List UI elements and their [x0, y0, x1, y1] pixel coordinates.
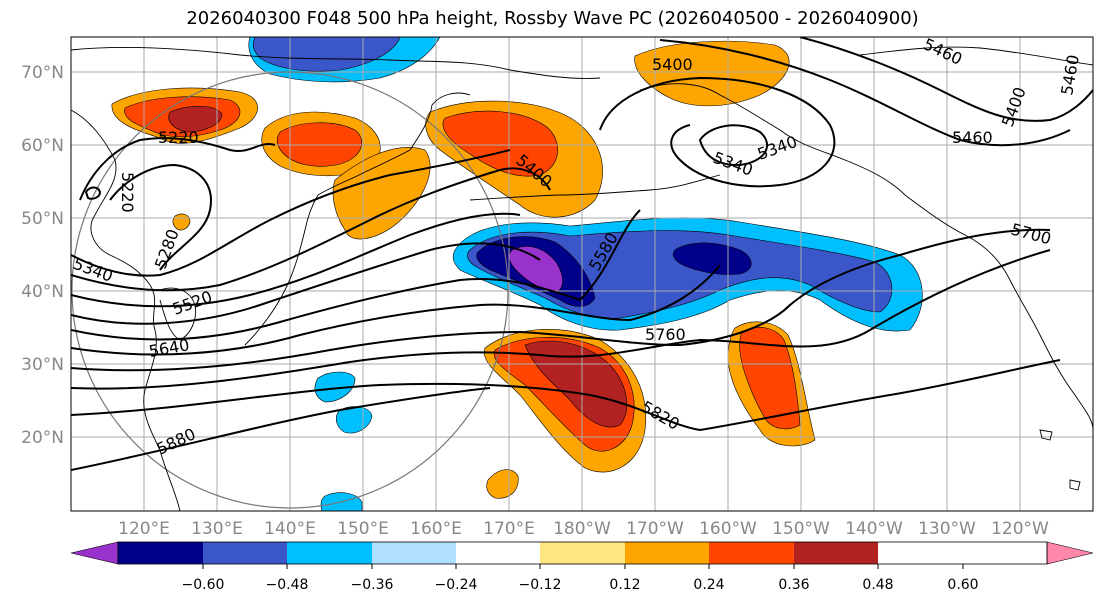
contour-5400-north	[659, 39, 1071, 147]
contour-5460-north	[799, 37, 1093, 122]
map-area: 5220 5220 5280 5340 5520 5640 5880 5400 …	[71, 37, 1093, 511]
colorbar: −0.60 −0.48 −0.36 −0.24 −0.12 0.12 0.24 …	[70, 541, 1094, 593]
colorbar-tick: −0.48	[266, 577, 309, 593]
contour-label: 5400	[652, 55, 693, 74]
contour-label: 5760	[645, 325, 686, 344]
colorbar-tick: −0.24	[435, 577, 478, 593]
lon-label: 130°E	[191, 519, 243, 539]
contour-5580	[71, 209, 641, 341]
coast-north-america	[904, 194, 1093, 431]
lat-label: 30°N	[21, 355, 64, 375]
lon-label: 170°W	[626, 519, 684, 539]
contour-5880	[71, 387, 491, 471]
lon-label: 150°W	[772, 519, 830, 539]
colorbar-segment	[794, 542, 878, 564]
contour-alaska-inner	[698, 124, 769, 167]
contour-5760	[71, 249, 1051, 390]
lon-label: 140°E	[264, 519, 316, 539]
colorbar-segment	[287, 542, 372, 564]
colorbar-tick: −0.12	[519, 577, 562, 593]
lat-label: 50°N	[21, 209, 64, 229]
chart-title: 2026040300 F048 500 hPa height, Rossby W…	[186, 8, 919, 29]
colorbar-tick: 0.24	[693, 577, 724, 593]
lon-label: 160°E	[410, 519, 462, 539]
contour-small-low	[84, 186, 102, 200]
lon-label: 120°E	[118, 519, 170, 539]
reference-circle	[71, 71, 509, 509]
lon-label: 180°W	[553, 519, 611, 539]
coast-kurils	[317, 149, 411, 196]
colorbar-tick: 0.48	[862, 577, 893, 593]
contour-5520	[71, 242, 541, 325]
colorbar-extend-high	[1046, 541, 1094, 565]
colorbar-tick: −0.60	[182, 577, 225, 593]
height-contours	[71, 37, 1093, 471]
contour-5220	[79, 137, 276, 201]
coast-siberia	[71, 47, 601, 79]
contour-label: 5460	[952, 128, 993, 147]
colorbar-tick: 0.12	[609, 577, 640, 593]
anomaly-sakhalin	[332, 147, 431, 240]
contour-5400-west	[71, 167, 551, 292]
lon-label: 170°E	[483, 519, 535, 539]
gridlines	[71, 37, 1093, 511]
longitude-labels: 120°E 130°E 140°E 150°E 160°E 170°E 180°…	[118, 519, 1049, 539]
colorbar-tick: 0.60	[947, 577, 978, 593]
colorbar-segment	[709, 542, 794, 564]
lat-label: 20°N	[21, 428, 64, 448]
colorbar-extend-low	[70, 541, 119, 565]
contour-label: 5220	[118, 172, 137, 213]
coast-canada-north	[859, 46, 1093, 66]
contour-5340	[71, 149, 511, 277]
colorbar-segment	[372, 542, 456, 564]
contour-5280	[109, 163, 212, 271]
coast-east-asia	[71, 109, 181, 511]
contour-5640	[71, 264, 721, 356]
anomaly-small-west-1	[314, 371, 356, 403]
lon-label: 130°W	[918, 519, 976, 539]
colorbar-segment	[118, 542, 203, 564]
lon-label: 160°W	[699, 519, 757, 539]
colorbar-tick: 0.36	[778, 577, 809, 593]
coast-alaska	[639, 83, 906, 196]
coastlines	[71, 46, 1093, 511]
latitude-labels: 70°N 60°N 50°N 40°N 30°N 20°N	[21, 63, 64, 448]
anomaly-small-south	[486, 469, 519, 499]
contour-5460-west	[71, 212, 521, 308]
lat-label: 40°N	[21, 282, 64, 302]
anomaly-bering-core	[442, 110, 558, 177]
lon-label: 140°W	[845, 519, 903, 539]
colorbar-segment	[456, 542, 540, 564]
coast-japan	[244, 194, 319, 346]
positive-anomaly-regions	[111, 40, 816, 499]
coast-kamchatka	[409, 92, 471, 151]
lat-label: 60°N	[21, 136, 64, 156]
coast-aleutians	[469, 174, 721, 201]
coast-hawaii	[1039, 429, 1081, 491]
contour-5700	[71, 228, 1051, 372]
lat-label: 70°N	[21, 63, 64, 83]
anomaly-midpacific-east-deep	[672, 242, 752, 275]
map-frame	[70, 36, 1094, 512]
colorbar-segment	[540, 542, 625, 564]
colorbar-segment	[203, 542, 287, 564]
colorbar-tick: −0.36	[351, 577, 394, 593]
anomaly-subtropic-max	[524, 340, 628, 428]
colorbar-frame	[117, 541, 1048, 565]
contour-label: 5220	[158, 128, 199, 147]
anomaly-kamchatka-max	[168, 105, 223, 133]
contour-alaska-low	[599, 76, 836, 188]
colorbar-segment	[625, 542, 709, 564]
lon-label: 150°E	[337, 519, 389, 539]
lon-label: 120°W	[991, 519, 1049, 539]
negative-anomaly-regions	[248, 37, 923, 511]
anomaly-east-pacific-core	[739, 327, 801, 430]
contour-5820	[71, 359, 1061, 432]
